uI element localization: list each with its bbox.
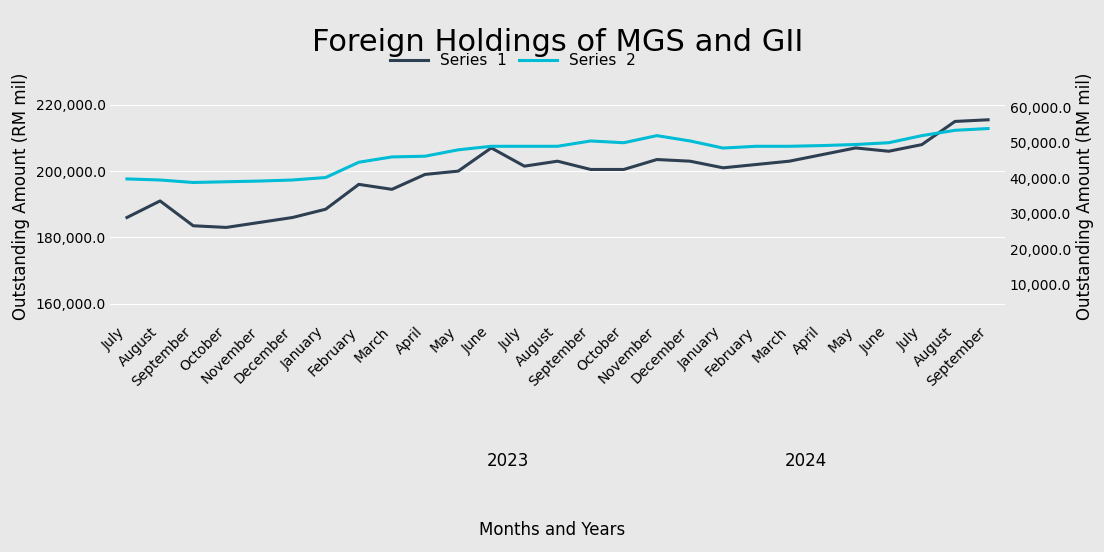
Series 1 [584,166,597,173]
Series 1 [385,186,399,193]
Series 2 [750,143,763,150]
Series 2 [948,127,962,134]
Series 1 [816,151,829,158]
Series 1 [650,156,664,163]
Y-axis label: Outstanding Amount (RM mil): Outstanding Amount (RM mil) [12,72,30,320]
Series 2 [418,153,432,160]
Series 2 [915,132,928,139]
Series 1 [120,214,134,221]
Text: 2023: 2023 [487,452,529,470]
Series 1 [617,166,630,173]
Series 2 [650,132,664,139]
Series 2 [551,143,564,150]
Series 1 [750,161,763,168]
Series 2 [220,178,233,185]
Series 2 [319,174,332,181]
Series 2 [518,143,531,150]
Series 2 [253,178,266,184]
Text: 2024: 2024 [785,452,827,470]
Series 1 [518,163,531,169]
Series 1 [220,224,233,231]
Series 1 [286,214,299,221]
Series 1 [452,168,465,174]
Series 2 [981,125,995,132]
Series 2 [783,143,796,150]
Series 2 [153,177,167,183]
Text: Months and Years: Months and Years [479,522,625,539]
Series 1 [319,206,332,213]
Series 1 [849,145,862,151]
Series 1 [352,181,365,188]
Series 2 [187,179,200,186]
Series 1 [948,118,962,125]
Series 2 [617,140,630,146]
Series 2 [584,137,597,144]
Series 1 [882,148,895,155]
Series 2 [385,153,399,160]
Series 1 [716,164,730,171]
Series 1 [253,219,266,226]
Series 2 [882,140,895,146]
Y-axis label: Outstanding Amount (RM mil): Outstanding Amount (RM mil) [1076,72,1094,320]
Series 1 [551,158,564,164]
Series 1 [783,158,796,164]
Series 2 [683,137,697,144]
Series 2 [452,146,465,153]
Series 2 [816,142,829,149]
Series 1 [683,158,697,164]
Title: Foreign Holdings of MGS and GII: Foreign Holdings of MGS and GII [311,28,804,57]
Series 2 [849,141,862,148]
Series 1 [418,171,432,178]
Line: Series 1: Series 1 [127,120,988,227]
Series 2 [286,177,299,183]
Series 2 [716,145,730,151]
Series 1 [981,116,995,123]
Line: Series 2: Series 2 [127,129,988,183]
Series 1 [153,198,167,204]
Series 1 [915,141,928,148]
Series 1 [485,145,498,151]
Legend: Series 1, Series 2: Series 1, Series 2 [383,47,643,75]
Series 2 [120,176,134,182]
Series 2 [485,143,498,150]
Series 1 [187,222,200,229]
Series 2 [352,159,365,166]
